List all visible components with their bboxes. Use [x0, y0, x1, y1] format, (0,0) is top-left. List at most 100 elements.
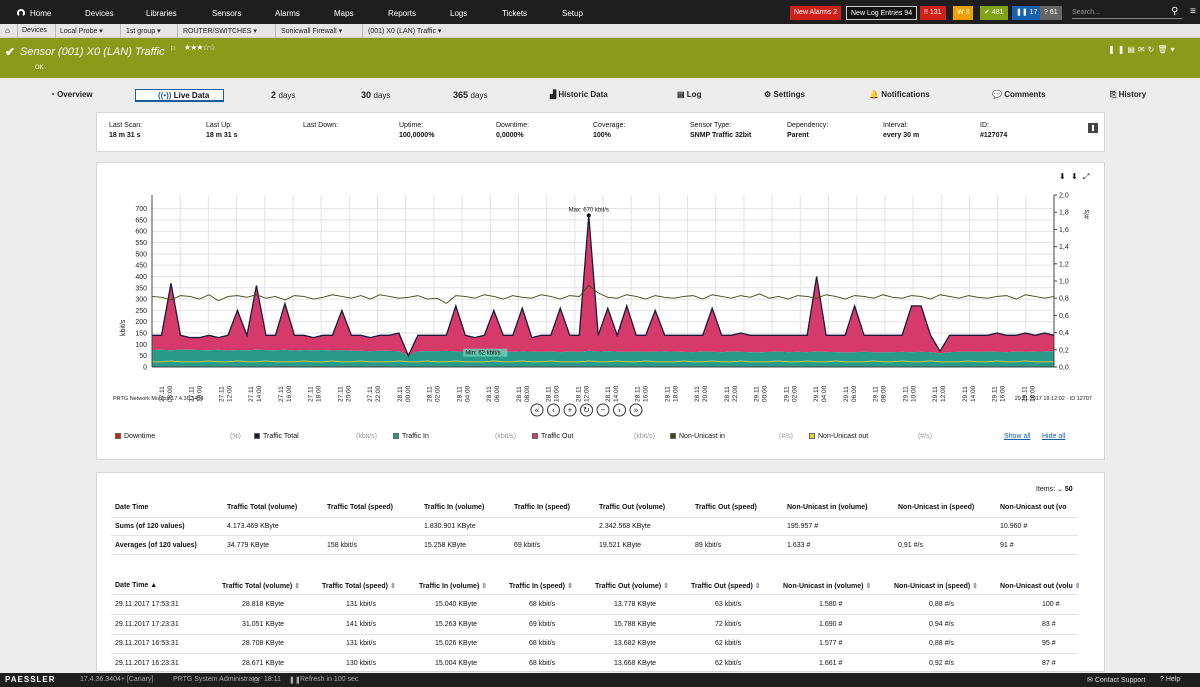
tab-2-days[interactable]: 2 days — [271, 90, 295, 100]
sort-icon[interactable]: ⇕ — [863, 583, 872, 590]
sort-icon[interactable]: ⇕ — [661, 583, 669, 590]
table-header-5[interactable]: Traffic In (speed) ⇕ — [509, 583, 573, 590]
refresh-icon[interactable]: ↻ — [1147, 45, 1158, 54]
nav-setup[interactable]: Setup — [562, 9, 583, 18]
nav-first-button[interactable] — [530, 403, 544, 417]
breadcrumb-sonicwall-firewall[interactable]: Sonicwall Firewall ▾ — [281, 28, 343, 35]
sort-icon[interactable]: ⇕ — [970, 583, 979, 590]
nav-alarms[interactable]: Alarms — [275, 9, 300, 18]
nav-reports[interactable]: Reports — [388, 9, 417, 18]
show-all-link[interactable]: Show all — [1004, 433, 1031, 440]
user-text[interactable]: PRTG System Administrator — [173, 676, 261, 683]
search-input[interactable]: Search... — [1072, 7, 1182, 19]
qr-code-icon[interactable] — [1088, 123, 1098, 133]
nav-next-button[interactable] — [613, 403, 626, 417]
legend-traffic-out[interactable]: Traffic Out — [532, 433, 573, 440]
expand-icon[interactable]: ⤢ — [1083, 172, 1090, 181]
breadcrumb-1st-group[interactable]: 1st group ▾ — [126, 28, 161, 35]
up-sensors-badge[interactable]: ✔ 481 — [980, 6, 1008, 20]
nav-tickets[interactable]: Tickets — [502, 9, 528, 18]
legend-non-unicast-out-swatch — [809, 433, 815, 439]
breadcrumb-separator — [275, 24, 276, 38]
table-header-2[interactable]: Traffic Total (volume) ⇕ — [222, 583, 301, 590]
priority-stars[interactable]: ★★★☆☆ — [184, 43, 216, 52]
down-sensors-badge[interactable]: !! 131 — [920, 6, 946, 20]
tab-365-days[interactable]: 365 days — [453, 90, 487, 100]
nav-last-button[interactable] — [629, 403, 643, 417]
new-alarms-badge[interactable]: New Alarms 2 — [790, 6, 842, 20]
tab-overview[interactable]: ◔ Overview — [50, 90, 93, 99]
table-row-datetime: 29.11.2017 17:53:31 — [115, 601, 179, 608]
nav-maps[interactable]: Maps — [334, 9, 354, 18]
report-icon[interactable]: ▤ — [1127, 45, 1138, 54]
tab-comments[interactable]: 💬 Comments — [992, 90, 1046, 99]
email-icon[interactable]: ✉ — [1137, 45, 1148, 54]
dependency-label: Dependency: — [787, 122, 829, 129]
table-header-6[interactable]: Traffic Out (volume) ⇕ — [595, 583, 669, 590]
nav-prev-button[interactable] — [547, 403, 560, 417]
tab-log[interactable]: ▤ Log — [677, 90, 701, 99]
sort-icon[interactable]: ⇕ — [479, 583, 488, 590]
paessler-logo[interactable]: PAESSLER — [5, 675, 56, 684]
delete-icon[interactable]: 🗑 — [1157, 45, 1171, 54]
nav-devices[interactable]: Devices — [85, 9, 114, 18]
sensor-id: ID: #127074 — [980, 122, 1007, 139]
nav-libraries[interactable]: Libraries — [146, 9, 177, 18]
paused-sensors-badge[interactable]: ❚❚ 17 — [1012, 6, 1042, 20]
hide-all-link[interactable]: Hide all — [1042, 433, 1066, 440]
help-link[interactable]: ? Help — [1160, 676, 1180, 683]
breadcrumb-local-probe[interactable]: Local Probe ▾ — [60, 28, 103, 35]
nav-home[interactable]: Home — [30, 9, 52, 18]
table-header-9[interactable]: Non-Unicast in (speed) ⇕ — [894, 583, 979, 590]
sort-ascending-icon[interactable]: ▲ — [148, 582, 158, 589]
legend-non-unicast-out[interactable]: Non-Unicast out — [809, 433, 868, 440]
contact-support-link[interactable]: ✉ Contact Support — [1087, 676, 1145, 684]
legend-traffic-total[interactable]: Traffic Total — [254, 433, 299, 440]
zoom-in-button[interactable] — [563, 403, 577, 417]
table-header-1[interactable]: Date Time ▲ — [115, 582, 158, 589]
table-header-7[interactable]: Traffic Out (speed) ⇕ — [691, 583, 761, 590]
breadcrumb-router-switches[interactable]: ROUTER/SWITCHES ▾ — [183, 28, 257, 35]
home-icon[interactable]: ⌂ — [5, 26, 10, 35]
tab-notifications[interactable]: 🔔 Notifications — [869, 90, 930, 99]
unknown-sensors-badge[interactable]: ? 61 — [1040, 6, 1062, 20]
download-csv-icon[interactable]: ⬇ — [1071, 172, 1078, 181]
warning-sensors-badge[interactable]: W 3 — [953, 6, 974, 20]
legend-non-unicast-in[interactable]: Non-Unicast in — [670, 433, 725, 440]
legend-downtime[interactable]: Downtime — [115, 433, 155, 440]
tab-live-data[interactable]: ((•)) Live Data — [135, 89, 225, 102]
table-header-4[interactable]: Traffic In (volume) ⇕ — [419, 583, 488, 590]
sort-icon[interactable]: ⇕ — [752, 583, 761, 590]
legend-traffic-in[interactable]: Traffic In — [393, 433, 429, 440]
table-header-8[interactable]: Non-Unicast in (volume) ⇕ — [783, 583, 872, 590]
zoom-out-button[interactable] — [596, 403, 610, 417]
sort-icon[interactable]: ⇕ — [1072, 583, 1081, 590]
prtg-logo-icon[interactable] — [17, 9, 25, 17]
breadcrumb-devices[interactable]: Devices — [22, 27, 47, 34]
sort-icon[interactable]: ⇕ — [388, 583, 396, 590]
items-per-page-select[interactable]: Items: ⌄ 50 — [1036, 485, 1073, 493]
tab-history[interactable]: ⎘ History — [1110, 90, 1146, 100]
tab-30-days[interactable]: 30 days — [361, 90, 390, 100]
reset-zoom-button[interactable] — [580, 403, 593, 417]
x-tick-label: 28.1118:00 — [664, 385, 679, 402]
table-header-10[interactable]: Non-Unicast out (volu ⇕ — [1000, 583, 1081, 590]
nav-logs[interactable]: Logs — [450, 9, 468, 18]
more-icon[interactable]: ▾ — [1170, 45, 1178, 54]
download-icon[interactable]: ⬇ — [1059, 172, 1066, 181]
pause-refresh-icon[interactable]: ❚❚ — [289, 677, 301, 684]
search-icon[interactable]: ⚲ — [1171, 6, 1179, 17]
tab-settings[interactable]: ⚙ Settings — [764, 90, 805, 99]
flag-icon[interactable]: ⚐ — [170, 46, 177, 53]
pause-icon[interactable]: ❚❚ — [1108, 45, 1128, 54]
new-log-entries-badge[interactable]: New Log Entries 94 — [846, 6, 918, 20]
menu-icon[interactable]: ≡ — [1190, 6, 1196, 17]
x-tick-label: 29.1104:00 — [813, 385, 828, 402]
table-header-3[interactable]: Traffic Total (speed) ⇕ — [322, 583, 396, 590]
nav-sensors[interactable]: Sensors — [212, 9, 242, 18]
sort-icon[interactable]: ⇕ — [292, 583, 301, 590]
refresh-text[interactable]: Refresh in 100 sec — [300, 676, 359, 683]
sort-icon[interactable]: ⇕ — [565, 583, 573, 590]
tab-historic-data[interactable]: ▟ Historic Data — [550, 90, 608, 99]
breadcrumb-sensor[interactable]: (001) X0 (LAN) Traffic ▾ — [368, 28, 442, 35]
